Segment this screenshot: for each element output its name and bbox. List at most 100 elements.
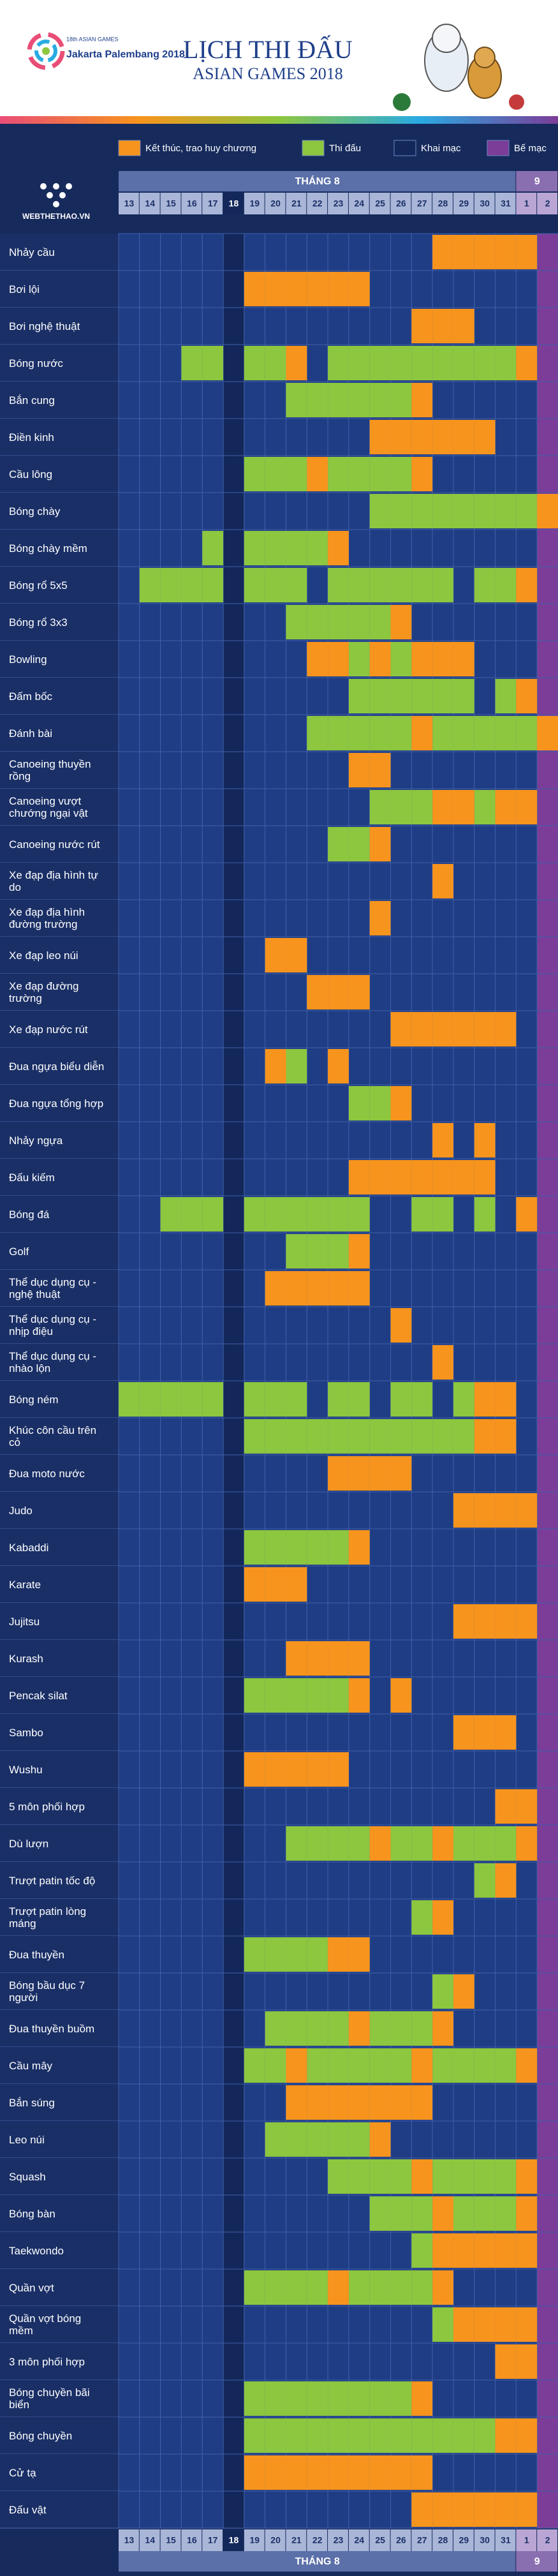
- grid-cell: [306, 1084, 328, 1122]
- grid-cell: [495, 2120, 517, 2159]
- competition-day: [453, 716, 474, 750]
- grid-cell: [202, 1454, 224, 1493]
- grid-cell: [495, 1565, 517, 1604]
- competition-day: [265, 457, 286, 491]
- grid-cell: [495, 1898, 517, 1937]
- competition-day: [286, 2381, 307, 2416]
- grid-cell: [348, 899, 371, 937]
- day-cell: [390, 2529, 411, 2551]
- medal-day: [328, 272, 349, 306]
- grid-cell: [369, 1676, 392, 1715]
- grid-cell: [118, 2490, 140, 2529]
- competition-day: [432, 716, 453, 750]
- grid-cell: [515, 2083, 538, 2122]
- competition-day: [286, 1937, 307, 1972]
- grid-cell: [180, 936, 203, 974]
- competition-day: [328, 2011, 349, 2046]
- grid-cell: [223, 2379, 245, 2418]
- grid-cell: [536, 2046, 558, 2085]
- grid-cell: [390, 1898, 412, 1937]
- grid-cell: [453, 2009, 475, 2048]
- grid-cell: [202, 603, 224, 641]
- grid-cell: [118, 1861, 140, 1900]
- day-label: 2: [545, 198, 550, 209]
- competition-day: [307, 1197, 328, 1232]
- grid-cell: [369, 1232, 392, 1270]
- grid-cell: [432, 1935, 454, 1974]
- grid-cell: [536, 677, 558, 715]
- grid-cell: [202, 1787, 224, 1826]
- grid-cell: [118, 492, 140, 530]
- grid-cell: [202, 1306, 224, 1344]
- medal-day: [474, 1419, 496, 1454]
- grid-cell: [265, 2083, 286, 2122]
- competition-day: [286, 1678, 307, 1713]
- grid-cell: [223, 1121, 245, 1159]
- medal-day: [432, 790, 453, 824]
- medal-day: [369, 420, 391, 454]
- grid-cell: [139, 2453, 161, 2492]
- medal-day: [244, 1752, 265, 1787]
- competition-day: [411, 568, 433, 602]
- grid-cell: [411, 1787, 433, 1826]
- day-cell: [265, 2529, 286, 2551]
- competition-day: [411, 790, 433, 824]
- row-label-bg: [0, 1122, 119, 1159]
- competition-day: [286, 1826, 307, 1861]
- medal-day: [432, 1123, 453, 1158]
- grid-cell: [202, 2083, 224, 2122]
- grid-cell: [244, 381, 266, 419]
- grid-cell: [390, 1972, 412, 2011]
- grid-cell: [327, 862, 349, 900]
- grid-cell: [495, 2083, 517, 2122]
- competition-day: [369, 568, 391, 602]
- medal-day: [453, 1012, 474, 1046]
- grid-cell: [139, 1602, 161, 1641]
- day-cell: [139, 193, 160, 214]
- grid-cell: [432, 1750, 454, 1789]
- row-label-bg: [0, 2491, 119, 2528]
- grid-cell: [474, 1306, 496, 1344]
- grid-cell: [536, 1454, 558, 1493]
- day-label: 23: [334, 2535, 344, 2545]
- grid-cell: [118, 1232, 140, 1270]
- competition-day: [432, 2418, 453, 2453]
- grid-cell: [118, 2268, 140, 2307]
- grid-cell: [495, 418, 517, 456]
- grid-cell: [265, 492, 286, 530]
- row-label-bg: [0, 1677, 119, 1714]
- grid-cell: [223, 1676, 245, 1715]
- grid-cell: [306, 1047, 328, 1085]
- sport-name: Đua moto nước: [9, 1467, 85, 1480]
- day-label: 24: [355, 198, 365, 209]
- competition-day: [369, 2196, 391, 2231]
- grid-cell: [536, 344, 558, 382]
- grid-cell: [411, 529, 433, 567]
- competition-day: [474, 2418, 496, 2453]
- grid-cell: [327, 307, 349, 345]
- grid-cell: [327, 1121, 349, 1159]
- grid-cell: [369, 1750, 392, 1789]
- grid-cell: [265, 2305, 286, 2344]
- day-cell: [411, 193, 432, 214]
- sport-name: Điền kinh: [9, 431, 54, 443]
- competition-day: [328, 457, 349, 491]
- medal-day: [432, 235, 453, 269]
- grid-cell: [285, 1787, 307, 1826]
- grid-cell: [180, 2194, 203, 2233]
- row-label-bg: [0, 2417, 119, 2454]
- medal-day: [453, 2307, 474, 2342]
- grid-cell: [160, 233, 182, 271]
- medal-day: [495, 1789, 517, 1824]
- grid-cell: [244, 1898, 266, 1937]
- medal-day: [328, 1752, 349, 1787]
- grid-cell: [202, 2379, 224, 2418]
- competition-day: [202, 1382, 224, 1417]
- grid-cell: [453, 2120, 475, 2159]
- grid-cell: [348, 1565, 371, 1604]
- grid-cell: [202, 2342, 224, 2381]
- grid-cell: [432, 603, 454, 641]
- grid-cell: [160, 1528, 182, 1567]
- grid-cell: [348, 1047, 371, 1085]
- legend-swatch: [487, 140, 510, 156]
